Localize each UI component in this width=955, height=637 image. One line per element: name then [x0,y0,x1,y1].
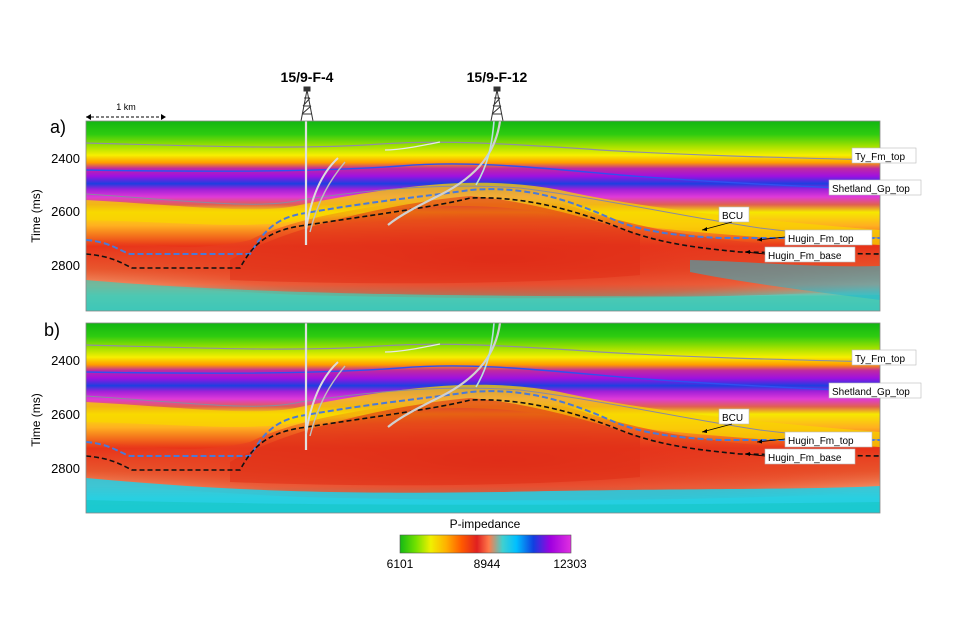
horizon-label-shetland: Shetland_Gp_top [828,382,922,399]
svg-text:BCU: BCU [722,211,743,222]
svg-text:Ty_Fm_top: Ty_Fm_top [855,354,905,365]
panel-b-tick-2600: 2600 [51,407,80,422]
panel-a-y-title: Time (ms) [29,189,43,243]
panel-b-section [86,323,880,513]
horizon-label-bcu: BCU [701,408,750,433]
horizon-label-bcu: BCU [701,206,750,231]
panel-a-tick-2800: 2800 [51,258,80,273]
colorbar-scale [399,534,572,554]
svg-text:Hugin_Fm_base: Hugin_Fm_base [768,453,842,464]
colorbar-tick-min: 6101 [387,557,414,571]
panel-b-tick-2800: 2800 [51,461,80,476]
horizon-label-shetland: Shetland_Gp_top [828,179,922,196]
colorbar-tick-mid: 8944 [474,557,501,571]
scale-bar: 1 km [86,102,166,120]
scale-bar-label: 1 km [116,102,136,112]
panel-a: a) Time (ms) 2400 2600 2800 [29,117,922,312]
panel-b-y-title: Time (ms) [29,393,43,447]
panel-a-section [86,121,880,311]
svg-text:BCU: BCU [722,413,743,424]
drilling-rig-icon [490,86,504,122]
panel-a-tick-2400: 2400 [51,151,80,166]
horizon-label-ty: Ty_Fm_top [851,349,917,366]
panel-b-tick-2400: 2400 [51,353,80,368]
svg-text:Shetland_Gp_top: Shetland_Gp_top [832,184,910,195]
panel-b-label: b) [44,320,60,340]
horizon-label-hugin-top: Hugin_Fm_top [756,431,873,448]
svg-text:Shetland_Gp_top: Shetland_Gp_top [832,387,910,398]
panel-b: b) Time (ms) 2400 2600 2800 [29,320,922,514]
svg-text:Hugin_Fm_top: Hugin_Fm_top [788,234,854,245]
colorbar: P-impedance 6101 8944 12303 [387,517,587,571]
svg-text:Hugin_Fm_top: Hugin_Fm_top [788,436,854,447]
svg-text:Ty_Fm_top: Ty_Fm_top [855,152,905,163]
horizon-label-hugin-base: Hugin_Fm_base [744,448,856,465]
horizon-label-hugin-base: Hugin_Fm_base [744,246,856,263]
svg-text:Hugin_Fm_base: Hugin_Fm_base [768,251,842,262]
colorbar-title: P-impedance [450,517,521,531]
well-label-f4: 15/9-F-4 [281,69,334,85]
well-label-f12: 15/9-F-12 [467,69,528,85]
colorbar-tick-max: 12303 [553,557,587,571]
panel-a-tick-2600: 2600 [51,204,80,219]
drilling-rig-icon [300,86,314,122]
horizon-label-hugin-top: Hugin_Fm_top [756,229,873,246]
horizon-label-ty: Ty_Fm_top [851,147,917,164]
panel-a-label: a) [50,117,66,137]
